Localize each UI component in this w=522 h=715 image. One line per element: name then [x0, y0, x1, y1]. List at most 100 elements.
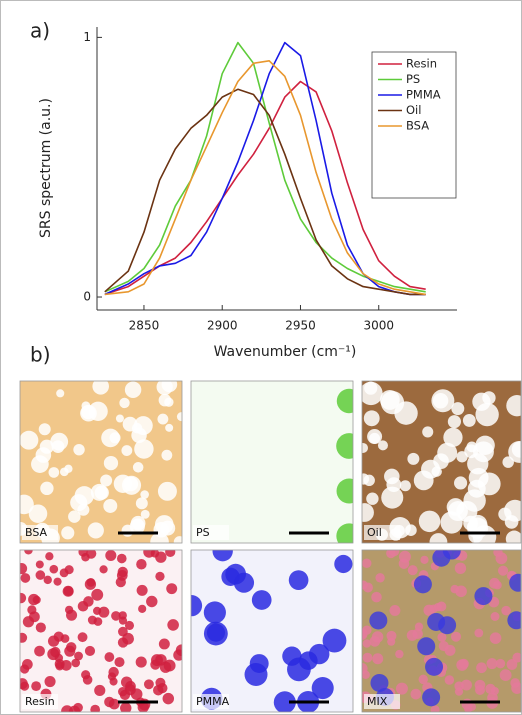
texture-dot — [90, 704, 101, 712]
texture-dot — [499, 669, 512, 682]
texture-dot — [150, 550, 160, 558]
texture-dot — [87, 522, 104, 539]
texture-dot — [336, 388, 353, 414]
texture-dot — [509, 573, 521, 592]
texture-dot — [372, 653, 384, 665]
texture-dot — [173, 536, 182, 543]
texture-dot — [120, 702, 132, 712]
texture-dot — [90, 483, 108, 501]
texture-dot — [486, 658, 498, 670]
texture-dot — [43, 575, 52, 585]
texture-dot — [432, 550, 451, 567]
texture-dot — [45, 552, 54, 561]
texture-dot — [506, 395, 521, 417]
texture-dot — [150, 659, 161, 670]
x-axis-label: Wavenumber (cm⁻¹) — [214, 344, 357, 360]
texture-dot — [418, 510, 441, 533]
texture-dot — [379, 390, 400, 410]
texture-dot — [407, 565, 418, 576]
texture-dot — [114, 657, 125, 668]
texture-dot — [489, 577, 500, 589]
texture-dot — [100, 474, 113, 487]
texture-dot — [28, 593, 40, 606]
texture-dot — [476, 662, 487, 674]
texture-dot — [461, 679, 472, 691]
texture-dot — [157, 413, 169, 425]
x-tick-label: 2950 — [285, 319, 316, 333]
texture-dot — [136, 584, 148, 596]
texture-dot — [495, 658, 506, 669]
texture-dot — [362, 639, 371, 648]
texture-dot — [56, 389, 65, 398]
texture-dot — [129, 518, 145, 535]
texture-dot — [104, 652, 115, 662]
texture-dot — [93, 606, 102, 615]
texture-dot — [108, 698, 120, 710]
texture-dot — [497, 565, 509, 576]
texture-dot — [386, 477, 402, 493]
texture-dot — [362, 663, 368, 675]
texture-dot — [74, 651, 83, 661]
texture-dot — [146, 595, 158, 608]
texture-dot — [336, 433, 353, 459]
texture-dot — [20, 678, 28, 690]
texture-dot — [54, 653, 64, 663]
texture-dot — [450, 584, 459, 594]
texture-dot — [427, 612, 446, 631]
texture-dot — [101, 428, 120, 448]
texture-dot — [113, 474, 133, 493]
texture-dot — [456, 659, 468, 671]
texture-dot — [406, 629, 418, 641]
texture-dot — [122, 632, 134, 645]
texture-dot — [362, 652, 373, 663]
texture-dot — [84, 645, 96, 657]
x-tick-label: 2850 — [129, 319, 160, 333]
texture-dot — [140, 490, 149, 499]
texture-dot — [175, 644, 182, 657]
texture-dot — [163, 659, 176, 672]
texture-dot — [82, 675, 93, 685]
texture-dot — [48, 467, 60, 478]
texture-dot — [371, 591, 382, 603]
texture-dot — [84, 578, 97, 590]
legend-label: PS — [406, 72, 420, 86]
texture-dot — [73, 443, 85, 456]
texture-dot — [394, 401, 418, 425]
texture-dot — [81, 553, 90, 562]
texture-dot — [413, 575, 432, 594]
texture-dot — [336, 523, 353, 543]
texture-dot — [451, 402, 465, 416]
image-panel — [20, 550, 182, 712]
texture-dot — [117, 566, 128, 578]
texture-dot — [454, 476, 468, 490]
texture-dot — [83, 596, 94, 607]
texture-dot — [64, 645, 76, 657]
label-bg — [193, 525, 229, 540]
texture-dot — [450, 631, 462, 642]
texture-dot — [20, 573, 31, 583]
texture-dot — [309, 643, 330, 665]
texture-dot — [103, 455, 119, 471]
texture-dot — [166, 583, 178, 595]
texture-dot — [461, 698, 473, 710]
texture-dot — [132, 462, 144, 473]
texture-dot — [34, 645, 45, 657]
texture-dot — [40, 481, 54, 496]
texture-dot — [59, 568, 69, 578]
texture-dot — [273, 691, 296, 712]
texture-dot — [466, 441, 478, 453]
texture-dot — [462, 413, 476, 427]
image-panel — [362, 550, 521, 712]
texture-dot — [502, 456, 514, 468]
texture-dot — [287, 657, 311, 682]
label-bg — [364, 525, 400, 540]
texture-dot — [395, 682, 408, 695]
texture-dot — [51, 440, 65, 453]
texture-dot — [362, 442, 369, 454]
texture-dot — [362, 503, 374, 522]
texture-dot — [60, 634, 70, 643]
texture-dot — [363, 474, 375, 487]
texture-dot — [191, 595, 203, 617]
texture-dot — [399, 480, 411, 492]
